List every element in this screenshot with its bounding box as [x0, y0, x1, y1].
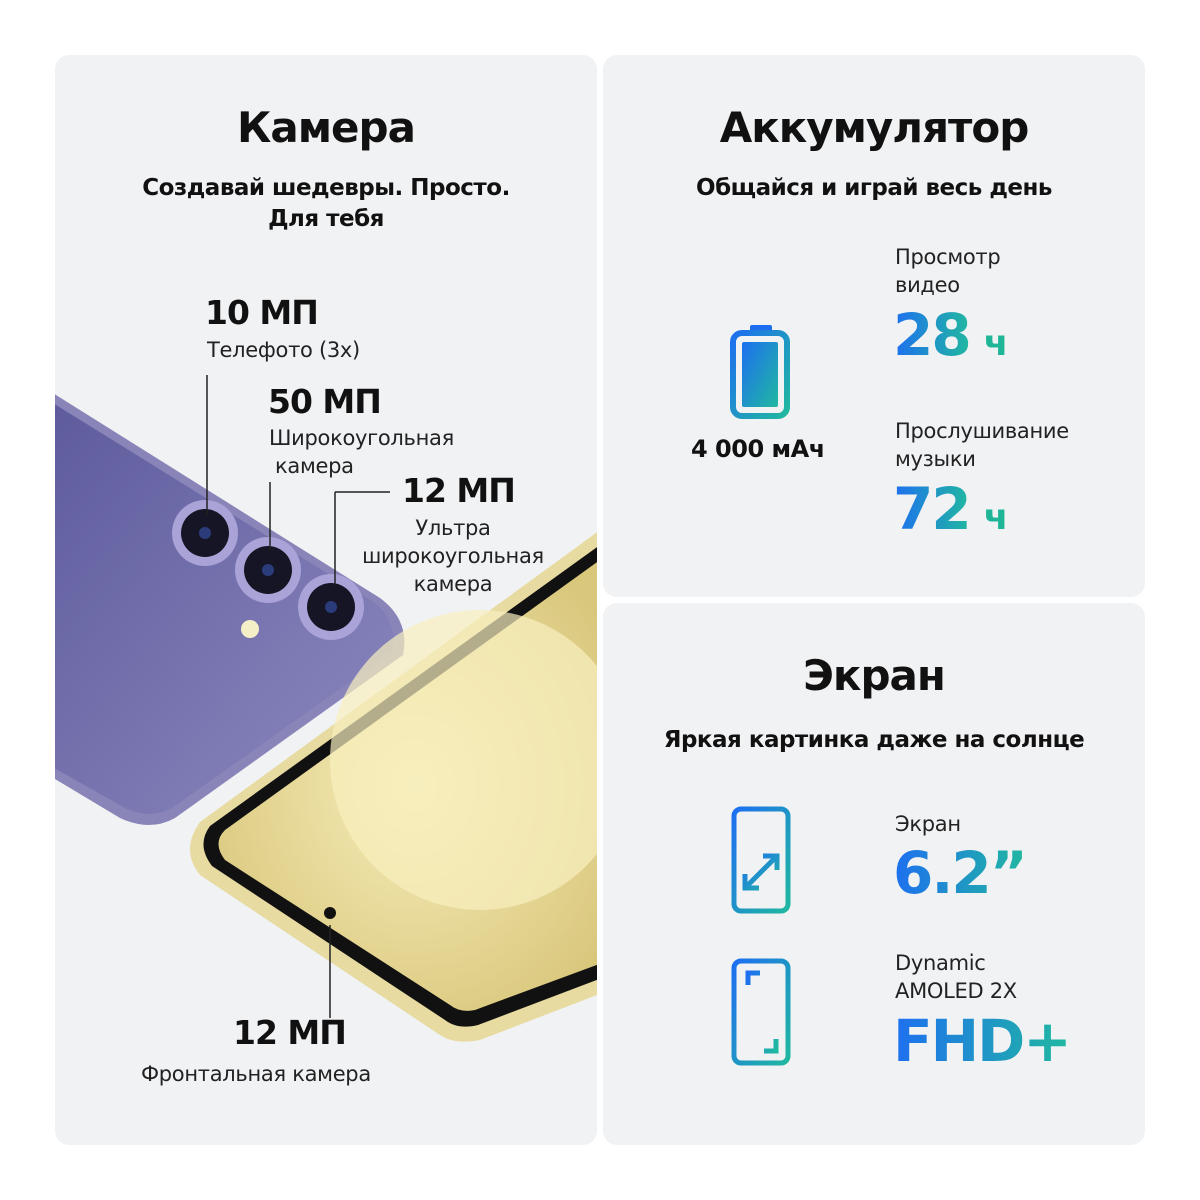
music-label-line1: Прослушивание: [895, 419, 1069, 443]
front-camera-mp: 12 МП: [233, 1013, 347, 1052]
wide-label-line2: камера: [275, 454, 354, 478]
video-hours: 28 ч: [893, 301, 1008, 369]
music-hours-value: 72: [893, 475, 972, 543]
yellow-phone-front: [190, 532, 597, 1042]
video-label-line2: видео: [895, 273, 960, 297]
purple-phone-back: [55, 394, 405, 825]
ultrawide-label-line3: камера: [413, 572, 493, 596]
ultrawide-label-line2: широкоугольная: [362, 544, 544, 568]
camera-title: Камера: [237, 103, 416, 152]
display-label-line2: AMOLED 2X: [895, 979, 1017, 1003]
screen-diagonal-icon: [731, 806, 791, 914]
camera-subtitle-line2: Для тебя: [268, 206, 384, 232]
video-hours-unit: ч: [983, 323, 1009, 364]
telephoto-mp: 10 МП: [205, 293, 319, 332]
display-resolution-value: FHD+: [893, 1007, 1072, 1075]
music-label-line2: музыки: [895, 447, 976, 471]
camera-panel: Камера Создавай шедевры. Просто. Для теб…: [55, 55, 597, 1145]
front-camera-label: Фронтальная камера: [141, 1062, 371, 1086]
screen-subtitle: Яркая картинка даже на солнце: [663, 727, 1085, 753]
phones-illustration: [55, 375, 597, 1042]
music-hours-unit: ч: [983, 497, 1009, 538]
screen-size-label: Экран: [895, 812, 961, 836]
screen-icons: [731, 806, 791, 1066]
music-hours: 72 ч: [893, 475, 1008, 543]
battery-capacity: 4 000 мАч: [691, 435, 825, 463]
telephoto-label: Телефото (3x): [207, 338, 360, 362]
battery-title: Аккумулятор: [719, 103, 1030, 152]
video-hours-value: 28: [893, 301, 972, 369]
leader-lines: [206, 375, 390, 1018]
screen-panel: Экран Яркая картинка даже на солнце Экра…: [603, 603, 1145, 1145]
battery-full-icon: [730, 325, 790, 419]
video-label-line1: Просмотр: [895, 245, 1001, 269]
battery-panel: Аккумулятор Общайся и играй весь день 4 …: [603, 55, 1145, 597]
wide-label-line1: Широкоугольная: [269, 426, 454, 450]
battery-subtitle: Общайся и играй весь день: [696, 175, 1052, 201]
screen-title: Экран: [803, 651, 946, 700]
screen-size-value: 6.2”: [893, 839, 1028, 907]
ultrawide-mp: 12 МП: [402, 471, 516, 510]
screen-corners-icon: [731, 958, 791, 1066]
camera-subtitle-line1: Создавай шедевры. Просто.: [142, 175, 510, 201]
wide-mp: 50 МП: [268, 382, 382, 421]
display-label-line1: Dynamic: [895, 951, 986, 975]
ultrawide-label-line1: Ультра: [415, 516, 491, 540]
